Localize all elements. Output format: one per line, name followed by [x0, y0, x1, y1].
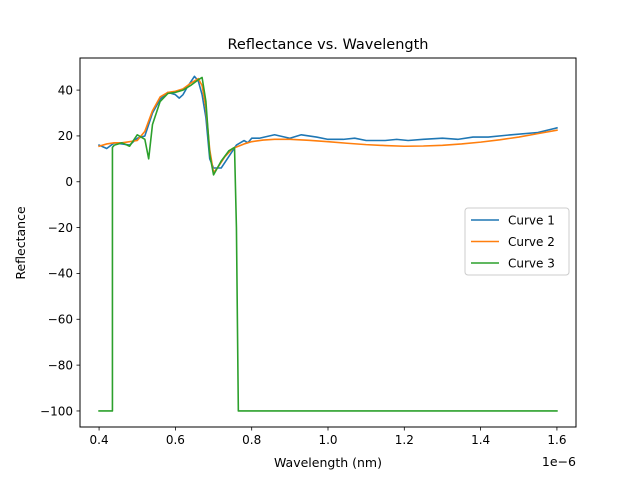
series-line-curve-3 — [98, 76, 558, 412]
x-axis-scale-label: 1e−6 — [542, 454, 576, 469]
x-tick-label: 1.0 — [318, 433, 337, 447]
x-tick-label: 0.6 — [166, 433, 185, 447]
chart-title: Reflectance vs. Wavelength — [227, 37, 428, 53]
x-axis-ticks: 0.4 0.6 0.8 1.0 1.2 1.4 1.6 — [90, 427, 566, 447]
legend-label-curve-3: Curve 3 — [508, 256, 555, 270]
y-tick-label: 0 — [65, 175, 73, 189]
x-axis-label: Wavelength (nm) — [274, 455, 382, 470]
y-axis-label: Reflectance — [13, 206, 28, 280]
y-tick-label: 40 — [58, 83, 73, 97]
y-tick-label: −40 — [48, 267, 73, 281]
y-tick-label: −20 — [48, 221, 73, 235]
legend-label-curve-2: Curve 2 — [508, 235, 555, 249]
legend-label-curve-1: Curve 1 — [508, 213, 555, 227]
y-tick-label: −100 — [40, 404, 73, 418]
y-tick-label: −80 — [48, 358, 73, 372]
x-tick-label: 1.2 — [395, 433, 414, 447]
x-tick-label: 0.4 — [90, 433, 109, 447]
y-tick-label: −60 — [48, 313, 73, 327]
series-layer — [98, 75, 558, 412]
series-line-curve-1 — [98, 75, 558, 169]
legend-box — [464, 207, 570, 276]
x-tick-label: 1.4 — [471, 433, 490, 447]
legend: Curve 1 Curve 2 Curve 3 — [464, 207, 570, 276]
x-tick-label: 1.6 — [547, 433, 566, 447]
x-tick-label: 0.8 — [242, 433, 261, 447]
y-axis-ticks: 40 20 0 −20 −40 −60 −80 −100 — [40, 83, 80, 418]
y-tick-label: 20 — [58, 129, 73, 143]
